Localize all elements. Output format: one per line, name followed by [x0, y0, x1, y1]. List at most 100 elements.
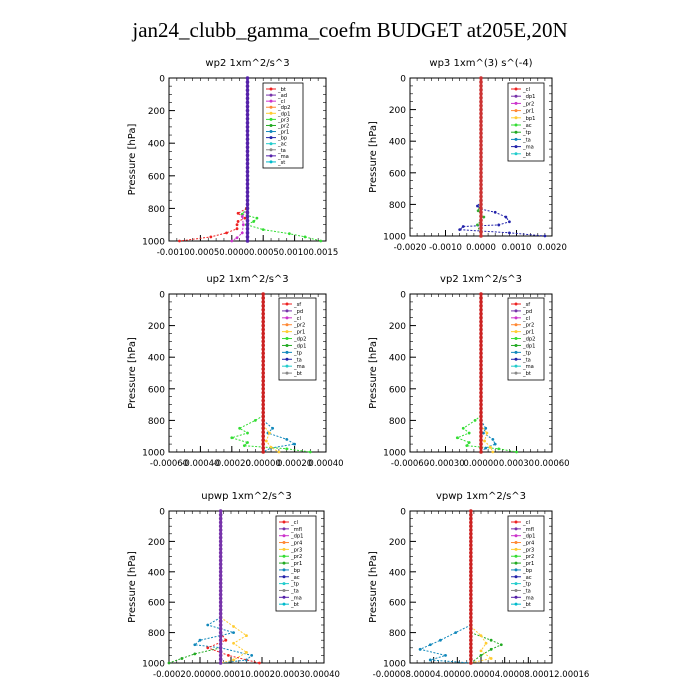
legend-marker: [282, 527, 286, 531]
centerline-point: [479, 442, 483, 446]
series-line: [458, 200, 545, 237]
data-point: [508, 231, 511, 235]
centerline-point: [469, 554, 473, 559]
legend-label: _pr3: [522, 547, 534, 553]
chart-panel: wp2 1xm^2/s^3 0 200 400 600 800 1000 Pressure […: [127, 58, 338, 258]
centerline-point: [469, 646, 473, 650]
centerline-point: [479, 163, 483, 167]
data-point: [236, 211, 240, 215]
centerline-point: [479, 230, 483, 234]
centerline-point: [218, 638, 223, 642]
legend-marker: [285, 343, 289, 347]
series-line: [418, 624, 472, 664]
centerline-point: [469, 558, 473, 563]
centerline-point: [479, 151, 483, 155]
legend-label: _cl: [277, 99, 285, 105]
y-tick-label: 600: [389, 169, 406, 179]
centerline-point: [469, 547, 473, 551]
centerline-point: [218, 554, 223, 559]
data-point: [483, 439, 486, 443]
centerline-point: [479, 115, 483, 120]
chart-panel: upwp 1xm^2/s^3 0 200 400 600 800 1000 Pressure …: [127, 491, 340, 680]
centerline-point: [469, 623, 473, 627]
centerline-point: [479, 194, 483, 199]
data-point: [428, 658, 432, 662]
x-tick-label: 0.0010: [502, 243, 532, 253]
data-point: [428, 643, 432, 647]
data-point: [508, 220, 511, 224]
centerline-point: [469, 562, 473, 566]
centerline-point: [479, 379, 483, 383]
centerline-point: [218, 627, 223, 631]
y-tick-label: 800: [389, 201, 406, 211]
data-point: [465, 444, 469, 448]
x-tick-label: 0.00000: [246, 459, 281, 469]
data-point: [180, 657, 184, 660]
legend-marker: [514, 527, 518, 531]
centerline-point: [218, 589, 223, 593]
x-tick-label: -0.00040: [181, 459, 219, 469]
y-tick-label: 800: [148, 629, 165, 639]
legend-label: _dp1: [277, 111, 290, 117]
centerline-point: [245, 145, 250, 150]
y-axis-label: Pressure [hPa]: [368, 121, 379, 193]
y-tick-label: 0: [159, 291, 165, 301]
data-point: [225, 231, 228, 235]
y-tick-label: 200: [389, 106, 406, 116]
centerline-point: [245, 96, 250, 101]
centerline-point: [261, 347, 266, 352]
data-point: [303, 235, 307, 239]
y-tick-label: 200: [148, 538, 165, 548]
data-point: [227, 654, 230, 657]
data-point: [246, 431, 249, 435]
centerline-point: [479, 174, 483, 179]
centerline-point: [218, 619, 223, 623]
legend-marker: [514, 323, 518, 327]
series-line: [168, 647, 221, 664]
chart-title: vpwp 1xm^2/s^3: [436, 491, 526, 502]
legend-marker: [514, 87, 518, 91]
data-point: [476, 209, 480, 213]
legend-label: _dp1: [522, 343, 535, 349]
legend-marker: [282, 554, 286, 558]
legend-label: _ta: [522, 357, 531, 363]
legend-marker: [514, 364, 518, 368]
legend-label: _tp: [522, 350, 532, 356]
legend-label: _ma: [277, 154, 289, 160]
legend-marker: [514, 137, 518, 141]
legend-marker: [282, 575, 286, 579]
centerline-point: [469, 585, 473, 589]
centerline-point: [261, 335, 266, 340]
centerline-point: [261, 434, 266, 439]
centerline-point: [218, 543, 223, 547]
centerline-point: [261, 323, 266, 328]
legend-label: _mfl: [522, 527, 534, 533]
data-point: [236, 220, 240, 223]
legend-marker: [269, 154, 273, 158]
data-point: [209, 235, 213, 239]
centerline-point: [479, 103, 483, 108]
legend-marker: [269, 117, 273, 121]
x-tick-label: 0.00000: [463, 459, 498, 469]
centerline-point: [218, 596, 223, 601]
legend-label: _dp1: [522, 94, 535, 100]
legend-label: _pr3: [277, 117, 289, 123]
centerline-point: [245, 222, 250, 227]
centerline-point: [479, 99, 483, 104]
centerline-point: [469, 615, 473, 620]
centerline-point: [469, 570, 473, 574]
chart-panel: vpwp 1xm^2/s^3 0 200 400 600 800 1000 Pressure …: [368, 491, 589, 680]
centerline-point: [469, 589, 473, 593]
legend-marker: [514, 595, 518, 599]
centerline-point: [245, 88, 250, 93]
centerline-point: [261, 402, 266, 407]
data-point: [232, 631, 235, 634]
centerline-point: [479, 131, 483, 136]
legend-marker: [285, 309, 289, 313]
legend-label: _bt: [522, 371, 531, 377]
legend-marker: [269, 93, 273, 97]
legend-label: _ac: [522, 575, 532, 581]
data-point: [246, 441, 249, 444]
figure-title: jan24_clubb_gamma_coefm BUDGET at205E,20…: [132, 18, 568, 42]
data-point: [491, 450, 495, 454]
